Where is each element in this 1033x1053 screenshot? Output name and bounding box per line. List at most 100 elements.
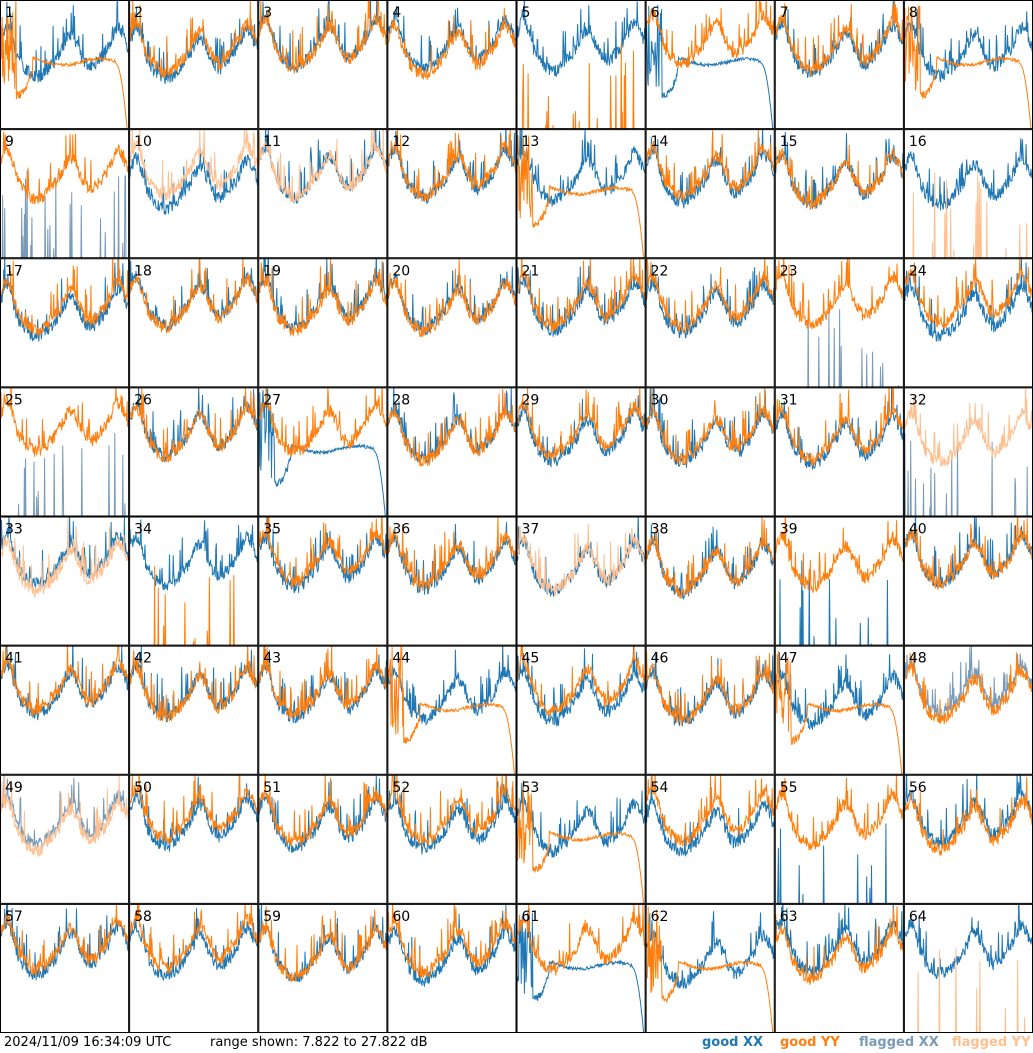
trace-xx-7 bbox=[775, 0, 904, 79]
panel-31: 31 bbox=[774, 387, 904, 517]
panel-border bbox=[387, 645, 517, 775]
panel-border bbox=[774, 387, 904, 517]
panel-label: 15 bbox=[780, 134, 798, 150]
panel-border bbox=[129, 645, 259, 775]
trace-yy-43 bbox=[258, 645, 387, 720]
panel-27: 27 bbox=[258, 387, 388, 517]
panel-11: 11 bbox=[258, 129, 388, 259]
panel-border bbox=[258, 774, 388, 904]
trace-xx-1 bbox=[0, 0, 129, 83]
trace-yy-56 bbox=[904, 776, 1033, 856]
panel-label: 57 bbox=[5, 909, 23, 925]
panel-border bbox=[258, 645, 388, 775]
trace-yy-63 bbox=[775, 906, 904, 985]
trace-yy-29 bbox=[517, 387, 646, 462]
footer: 2024/11/09 16:34:09 UTC range shown: 7.8… bbox=[0, 1033, 1033, 1053]
legend-flagged-yy: flagged YY bbox=[952, 1035, 1031, 1050]
panel-border bbox=[516, 387, 646, 517]
trace-xx-36 bbox=[387, 522, 516, 595]
panel-30: 30 bbox=[645, 387, 775, 517]
panel-border bbox=[774, 258, 904, 388]
trace-xx-23 bbox=[807, 306, 900, 388]
panel-12: 12 bbox=[387, 129, 517, 259]
panel-5: 5 bbox=[516, 0, 646, 130]
legend-good-yy: good YY bbox=[780, 1035, 840, 1050]
panel-7: 7 bbox=[774, 0, 904, 130]
panel-label: 41 bbox=[5, 651, 23, 667]
panel-20: 20 bbox=[387, 258, 517, 388]
panel-label: 10 bbox=[134, 134, 152, 150]
panel-label: 45 bbox=[522, 651, 540, 667]
trace-yy-25 bbox=[0, 387, 129, 457]
trace-yy-59 bbox=[258, 906, 387, 983]
panel-border bbox=[387, 774, 517, 904]
trace-yy-1 bbox=[0, 1, 128, 130]
timestamp: 2024/11/09 16:34:09 UTC bbox=[4, 1035, 172, 1050]
panel-17: 17 bbox=[0, 258, 130, 388]
panel-64: 64 bbox=[903, 903, 1033, 1033]
panel-45: 45 bbox=[516, 645, 646, 775]
trace-yy-55 bbox=[775, 774, 904, 851]
panel-36: 36 bbox=[387, 516, 517, 646]
panel-border bbox=[129, 774, 259, 904]
panel-border bbox=[516, 516, 646, 646]
trace-yy-53 bbox=[517, 780, 645, 904]
trace-xx-2 bbox=[129, 6, 258, 84]
panel-border bbox=[129, 387, 259, 517]
panel-3: 3 bbox=[258, 0, 388, 130]
trace-yy-28 bbox=[387, 389, 516, 468]
trace-yy-33 bbox=[0, 516, 129, 599]
panel-label: 60 bbox=[392, 909, 410, 925]
panel-label: 3 bbox=[263, 5, 272, 21]
trace-xx-8 bbox=[904, 9, 1033, 83]
trace-xx-51 bbox=[258, 775, 387, 853]
panel-border bbox=[774, 645, 904, 775]
panel-border bbox=[516, 129, 646, 259]
panel-label: 2 bbox=[134, 5, 143, 21]
trace-xx-61 bbox=[517, 908, 645, 1033]
panel-border bbox=[774, 0, 904, 130]
panel-border bbox=[0, 774, 130, 904]
trace-yy-21 bbox=[517, 258, 646, 332]
panel-border bbox=[0, 0, 130, 130]
panel-51: 51 bbox=[258, 774, 388, 904]
trace-xx-58 bbox=[129, 907, 258, 982]
trace-xx-45 bbox=[517, 645, 646, 727]
trace-yy-37 bbox=[517, 523, 646, 597]
panel-border bbox=[645, 645, 775, 775]
panel-14: 14 bbox=[645, 129, 775, 259]
trace-yy-35 bbox=[258, 516, 387, 588]
trace-yy-47 bbox=[775, 650, 903, 775]
panel-40: 40 bbox=[903, 516, 1033, 646]
panel-border bbox=[258, 387, 388, 517]
panel-border bbox=[516, 903, 646, 1033]
panel-label: 4 bbox=[392, 5, 401, 21]
panel-label: 64 bbox=[909, 909, 927, 925]
panel-54: 54 bbox=[645, 774, 775, 904]
panel-border bbox=[387, 387, 517, 517]
panel-label: 56 bbox=[909, 780, 927, 796]
panel-label: 50 bbox=[134, 780, 152, 796]
panel-border bbox=[774, 903, 904, 1033]
panel-border bbox=[645, 774, 775, 904]
panel-label: 39 bbox=[780, 522, 798, 538]
trace-yy-6 bbox=[646, 0, 775, 69]
panel-border bbox=[0, 129, 130, 259]
trace-yy-20 bbox=[387, 259, 516, 338]
panel-label: 11 bbox=[263, 134, 281, 150]
panel-50: 50 bbox=[129, 774, 259, 904]
trace-yy-62 bbox=[646, 906, 774, 1033]
trace-yy-8 bbox=[904, 5, 1032, 130]
trace-yy-5 bbox=[521, 43, 635, 130]
legend-good-xx: good XX bbox=[702, 1035, 764, 1050]
trace-xx-64 bbox=[904, 903, 1033, 980]
panel-35: 35 bbox=[258, 516, 388, 646]
panel-58: 58 bbox=[129, 903, 259, 1033]
panel-border bbox=[258, 903, 388, 1033]
panel-border bbox=[516, 258, 646, 388]
panel-label: 22 bbox=[651, 263, 669, 279]
trace-yy-27 bbox=[258, 387, 387, 458]
panel-56: 56 bbox=[903, 774, 1033, 904]
panel-label: 61 bbox=[522, 909, 540, 925]
panel-label: 20 bbox=[392, 263, 410, 279]
